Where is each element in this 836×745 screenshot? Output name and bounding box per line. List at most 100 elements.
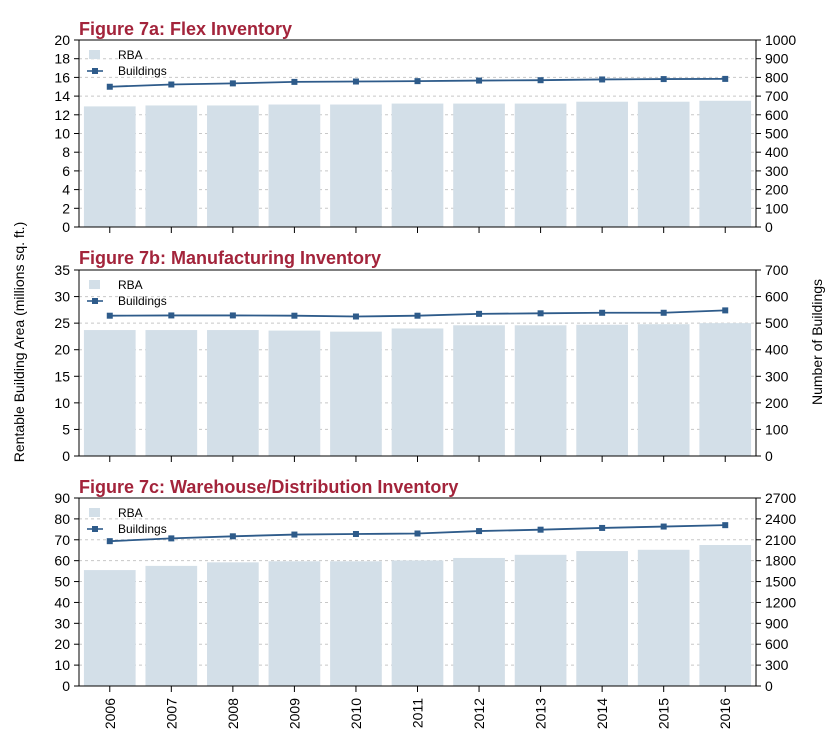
rba-bar [330,561,382,686]
buildings-marker [722,522,729,529]
right-axis-label: Number of Buildings [809,279,825,405]
x-tick-label: 2015 [656,698,672,729]
y-tick-label: 20 [54,636,70,652]
buildings-marker [660,76,667,83]
buildings-marker [352,313,359,320]
rba-bar [207,330,259,456]
y2-tick-label: 600 [765,289,789,305]
rba-bar [514,325,567,456]
y-tick-label: 30 [54,289,70,305]
buildings-marker [229,533,236,540]
y2-tick-label: 400 [765,342,789,358]
y-tick-label: 5 [62,421,70,437]
chart-title: Figure 7c: Warehouse/Distribution Invent… [79,477,458,497]
x-tick-label: 2014 [594,698,610,729]
y2-tick-label: 500 [765,126,789,142]
y-tick-label: 0 [62,219,70,235]
y2-tick-label: 700 [765,88,789,104]
legend-buildings-marker [92,298,98,304]
rba-bar [207,562,259,686]
x-tick-label: 2008 [225,698,241,729]
rba-bar [330,331,382,456]
rba-bar [453,325,505,456]
buildings-marker [291,531,298,538]
x-tick-label: 2013 [533,698,549,729]
y2-tick-label: 1500 [765,574,796,590]
y-tick-label: 20 [54,32,70,48]
rba-bar [637,324,690,456]
buildings-marker [414,312,421,319]
buildings-marker [414,78,421,85]
buildings-marker [168,312,175,319]
buildings-marker [229,312,236,319]
y-tick-label: 0 [62,678,70,694]
y-tick-label: 40 [54,594,70,610]
rba-bar [145,565,198,686]
buildings-marker [106,312,113,319]
y2-tick-label: 300 [765,657,789,673]
buildings-marker [599,76,606,83]
legend-rba-label: RBA [118,278,143,292]
y2-tick-label: 1200 [765,594,796,610]
y-tick-label: 60 [54,553,70,569]
y-tick-label: 16 [54,69,70,85]
y-tick-label: 30 [54,615,70,631]
x-tick-label: 2007 [163,698,179,729]
y2-tick-label: 200 [765,395,789,411]
rba-bar [207,105,259,227]
x-tick-label: 2016 [717,698,733,729]
buildings-marker [722,75,729,82]
y-tick-label: 14 [54,88,70,104]
legend-rba-label: RBA [118,48,143,62]
buildings-marker [476,77,483,84]
legend-rba-swatch [89,50,100,59]
x-tick-label: 2009 [286,698,302,729]
y2-tick-label: 100 [765,200,789,216]
y2-tick-label: 500 [765,315,789,331]
buildings-marker [537,526,544,533]
y-tick-label: 18 [54,51,70,67]
x-tick-label: 2011 [410,698,426,728]
buildings-marker [660,523,667,530]
buildings-marker [537,310,544,317]
y-tick-label: 80 [54,511,70,527]
y-tick-label: 25 [54,315,70,331]
buildings-marker [106,538,113,545]
rba-bar [637,549,690,686]
rba-bar [83,330,136,456]
rba-bar [268,104,321,227]
buildings-marker [660,309,667,316]
y2-tick-label: 900 [765,51,789,67]
rba-bar [145,105,198,227]
chart-title: Figure 7a: Flex Inventory [79,19,292,39]
y2-tick-label: 400 [765,144,789,160]
y-tick-label: 10 [54,395,70,411]
rba-bar [330,104,382,227]
rba-bar [576,324,628,456]
y2-tick-label: 700 [765,262,789,278]
y2-tick-label: 0 [765,448,773,464]
legend-buildings-label: Buildings [118,64,167,78]
y2-tick-label: 1000 [765,32,796,48]
y-tick-label: 35 [54,262,70,278]
left-axis-label: Rentable Building Area (millions sq. ft.… [11,222,27,462]
y2-tick-label: 2400 [765,511,796,527]
rba-bar [268,561,321,686]
rba-bar [699,100,752,227]
y2-tick-label: 0 [765,678,773,694]
y-tick-label: 0 [62,448,70,464]
rba-bar [514,103,567,227]
y2-tick-label: 900 [765,615,789,631]
rba-bar [514,554,567,686]
rba-bar [83,106,136,227]
rba-bar [576,551,628,686]
legend-buildings-marker [92,526,98,532]
y2-tick-label: 0 [765,219,773,235]
y-tick-label: 90 [54,490,70,506]
y-tick-label: 2 [62,200,70,216]
y-tick-label: 10 [54,126,70,142]
legend-buildings-marker [92,68,98,74]
buildings-marker [414,530,421,537]
y2-tick-label: 600 [765,107,789,123]
rba-bar [453,557,505,686]
